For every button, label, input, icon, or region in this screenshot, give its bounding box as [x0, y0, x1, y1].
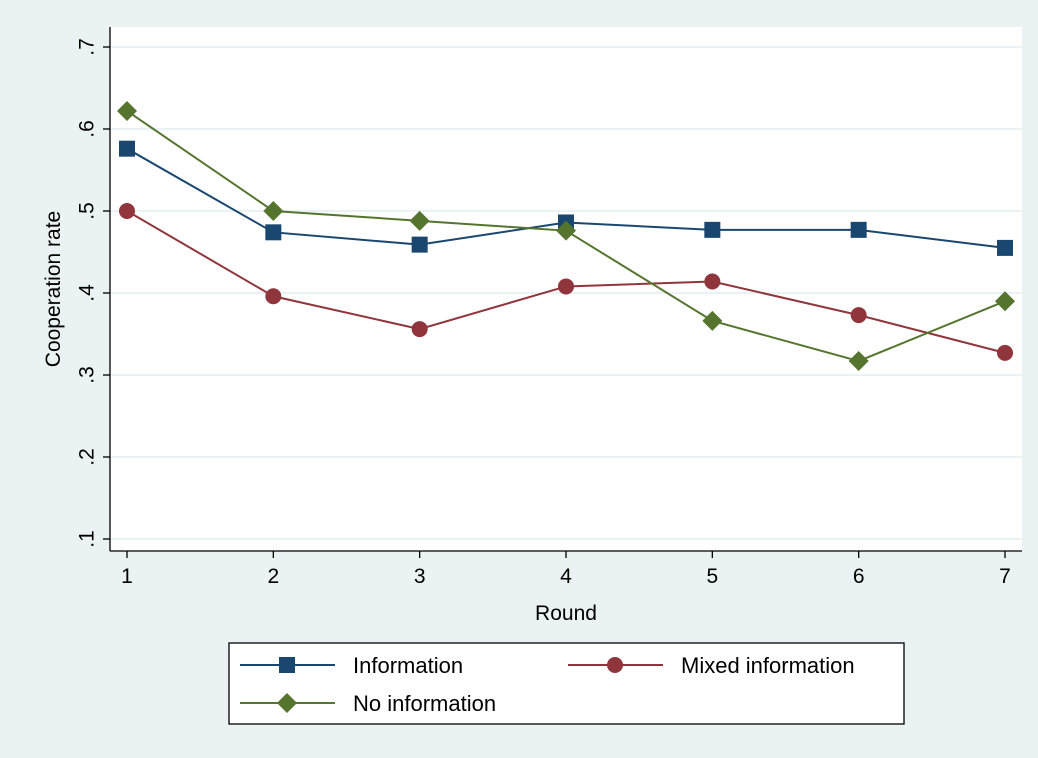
x-tick-label: 1 — [121, 565, 133, 588]
y-tick-label: .5 — [76, 202, 99, 220]
x-tick-label: 5 — [706, 565, 718, 588]
legend-item: Information — [240, 653, 463, 678]
data-point-circle — [997, 344, 1013, 361]
y-tick-label: .7 — [76, 38, 99, 56]
series-group — [117, 100, 1015, 372]
data-point-circle — [119, 203, 135, 219]
data-point-diamond — [263, 201, 284, 221]
ticks: .1 .2 .3 .4 .5 .6 .7 1 2 3 4 5 6 7 — [76, 38, 1011, 588]
data-point-circle — [704, 273, 721, 290]
y-tick-label: .6 — [76, 120, 99, 138]
data-point-square — [850, 221, 867, 238]
x-tick-label: 4 — [560, 565, 572, 588]
x-tick-label: 6 — [853, 565, 865, 588]
data-point-square — [704, 221, 721, 238]
data-point-circle — [411, 321, 428, 338]
data-point-square — [119, 140, 135, 157]
series-diamond — [117, 100, 1015, 372]
y-axis-title: Cooperation rate — [42, 211, 65, 367]
data-point-diamond — [556, 220, 576, 241]
legend-label: Mixed information — [681, 653, 855, 678]
x-tick-label: 7 — [999, 565, 1011, 588]
data-point-diamond — [409, 210, 430, 231]
legend-marker-square — [279, 657, 295, 673]
x-tick-label: 2 — [267, 565, 279, 588]
legend-marker-circle — [607, 657, 623, 673]
x-axis-title: Round — [535, 602, 597, 625]
data-point-circle — [558, 278, 574, 295]
y-tick-label: .3 — [76, 366, 99, 384]
legend-label: Information — [353, 653, 463, 678]
legend-item: No information — [240, 691, 496, 716]
data-point-diamond — [117, 100, 137, 121]
data-point-square — [997, 239, 1013, 256]
y-tick-label: .2 — [76, 448, 99, 466]
y-tick-label: .1 — [76, 530, 99, 548]
data-point-circle — [850, 307, 867, 324]
legend-label: No information — [353, 691, 496, 716]
data-point-diamond — [702, 310, 723, 331]
data-point-square — [265, 224, 282, 241]
x-tick-label: 3 — [414, 565, 426, 588]
data-point-square — [411, 236, 428, 253]
series-circle — [119, 203, 1013, 361]
data-point-circle — [265, 288, 282, 305]
gridlines — [110, 46, 1022, 540]
data-point-diamond — [995, 291, 1015, 312]
y-tick-label: .4 — [76, 284, 99, 302]
legend: Information Mixed information No informati… — [228, 642, 905, 725]
legend-marker-diamond — [277, 693, 297, 713]
legend-item: Mixed information — [568, 653, 855, 678]
data-point-diamond — [848, 351, 869, 372]
legend-box — [228, 642, 905, 725]
